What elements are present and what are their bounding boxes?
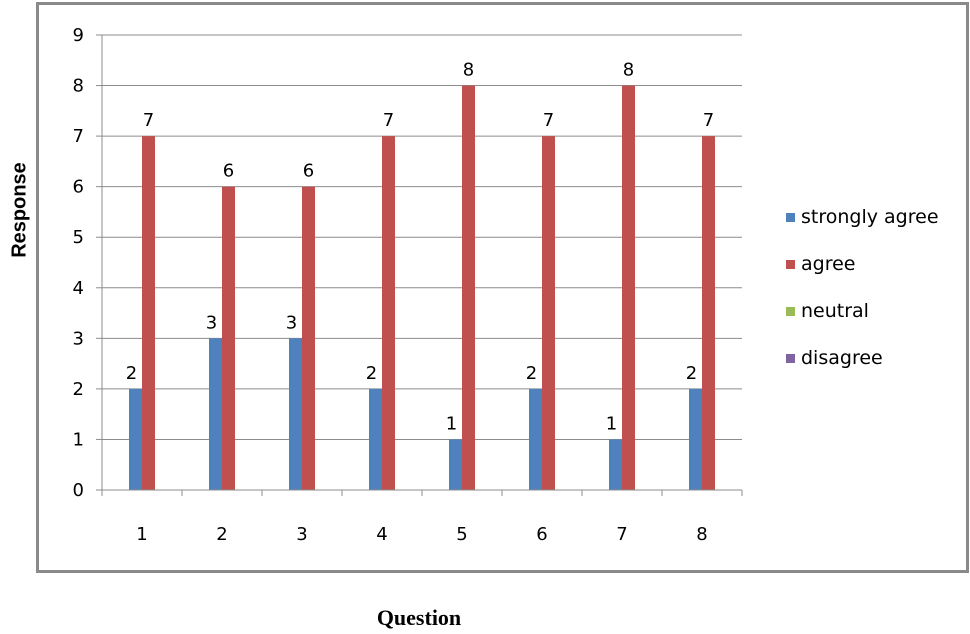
bar (382, 136, 395, 490)
y-tick-label: 4 (73, 278, 84, 299)
bar (529, 388, 542, 490)
y-tick-label: 2 (73, 379, 84, 400)
data-label: 8 (463, 60, 474, 81)
x-tick-label: 2 (216, 524, 227, 545)
y-tick-label: 1 (73, 429, 84, 450)
bar (622, 85, 635, 491)
data-label: 2 (366, 363, 377, 384)
bar (462, 85, 475, 491)
data-label: 2 (126, 363, 137, 384)
x-tick-label: 5 (456, 524, 467, 545)
bar (209, 338, 222, 490)
bars (129, 85, 715, 491)
bar (609, 439, 622, 490)
legend-swatch (786, 307, 795, 316)
data-labels: 2 7 3 6 3 6 2 7 1 8 2 7 1 8 2 7 (126, 60, 714, 435)
y-tick-label: 6 (73, 177, 84, 198)
chart-frame: 0 1 2 3 4 5 6 7 8 9 1 2 3 4 5 6 7 8 2 7 3 6 3 6 2 7 1 8 2 7 1 8 2 7 stro… (36, 2, 969, 573)
x-tick-label: 8 (696, 524, 707, 545)
data-label: 6 (303, 161, 314, 182)
x-tick-label: 6 (536, 524, 547, 545)
legend-swatch (786, 354, 795, 363)
bar (369, 388, 382, 490)
y-tick-label: 0 (73, 480, 84, 501)
data-label: 8 (623, 60, 634, 81)
x-tick-label: 7 (616, 524, 627, 545)
y-tick-label: 9 (73, 25, 84, 46)
legend: strongly agree agree neutral disagree (786, 206, 939, 369)
y-axis-label: Response (8, 162, 30, 258)
data-label: 2 (686, 363, 697, 384)
data-label: 1 (446, 413, 457, 434)
data-label: 1 (606, 413, 617, 434)
y-tick-label: 7 (73, 126, 84, 147)
legend-label: strongly agree (801, 206, 939, 228)
bar (302, 186, 315, 490)
gridlines (102, 34, 742, 491)
data-label: 6 (223, 161, 234, 182)
x-axis-label: Question (376, 605, 462, 630)
axes: 0 1 2 3 4 5 6 7 8 9 1 2 3 4 5 6 7 8 (73, 25, 743, 545)
bar (142, 136, 155, 490)
legend-swatch (786, 213, 795, 222)
x-tick-label: 3 (296, 524, 307, 545)
legend-swatch (786, 260, 795, 269)
y-tick-label: 5 (73, 227, 84, 248)
x-tick-label: 4 (376, 524, 387, 545)
bar (689, 388, 702, 490)
data-label: 3 (286, 312, 297, 333)
legend-label: neutral (801, 300, 869, 322)
chart-canvas: 0 1 2 3 4 5 6 7 8 9 1 2 3 4 5 6 7 8 2 7 3 6 3 6 2 7 1 8 2 7 1 8 2 7 stro… (73, 25, 939, 545)
bar (289, 338, 302, 490)
x-tick-label: 1 (136, 524, 147, 545)
data-label: 3 (206, 312, 217, 333)
y-tick-label: 3 (73, 328, 84, 349)
data-label: 7 (143, 110, 154, 131)
data-label: 7 (543, 110, 554, 131)
data-label: 7 (383, 110, 394, 131)
data-label: 2 (526, 363, 537, 384)
data-label: 7 (703, 110, 714, 131)
y-axis-label-text: Response (8, 162, 30, 258)
bar (222, 186, 235, 490)
bar (449, 439, 462, 490)
bar (702, 136, 715, 490)
bar (129, 388, 142, 490)
legend-label: agree (801, 253, 855, 275)
y-tick-label: 8 (73, 76, 84, 97)
legend-label: disagree (801, 347, 883, 369)
bar (542, 136, 555, 490)
